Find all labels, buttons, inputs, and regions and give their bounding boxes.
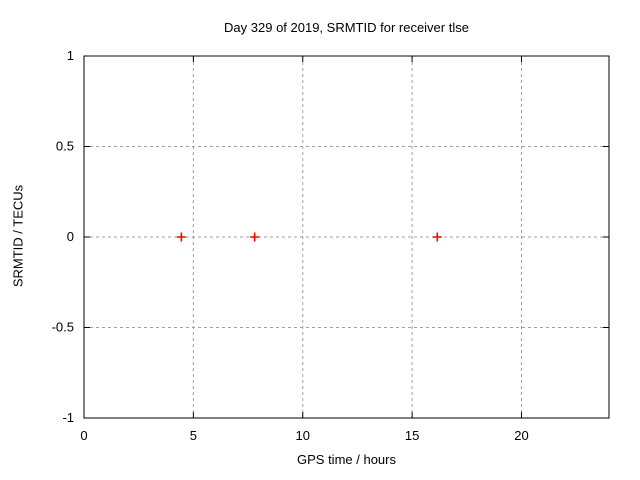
chart-title: Day 329 of 2019, SRMTID for receiver tls… xyxy=(224,20,469,35)
data-point-marker xyxy=(176,232,186,242)
y-tick-label: 1 xyxy=(67,48,74,63)
y-tick-label: 0 xyxy=(67,229,74,244)
x-tick-label: 0 xyxy=(80,428,87,443)
y-tick-label: 0.5 xyxy=(56,139,74,154)
x-tick-label: 5 xyxy=(190,428,197,443)
y-tick-label: -1 xyxy=(62,410,74,425)
y-tick-label: -0.5 xyxy=(52,320,74,335)
x-tick-label: 15 xyxy=(405,428,419,443)
x-tick-label: 20 xyxy=(514,428,528,443)
data-point-marker xyxy=(250,232,260,242)
x-axis-title: GPS time / hours xyxy=(297,452,396,467)
data-point-marker xyxy=(432,232,442,242)
x-tick-label: 10 xyxy=(296,428,310,443)
